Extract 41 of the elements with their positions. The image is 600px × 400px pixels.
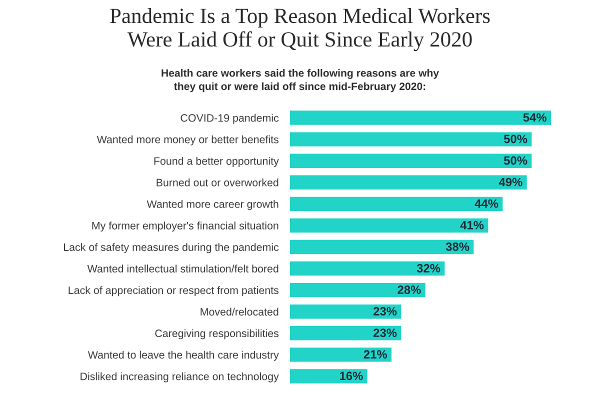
bar [290,196,503,212]
data-label: 50% [504,134,528,144]
y-tick-label: My former employer's financial situation [92,222,278,232]
y-tick-label: Wanted more career growth [146,200,278,210]
y-tick-label: Found a better opportunity [154,156,279,167]
data-label: 32% [416,264,440,272]
data-label: 16% [340,372,363,380]
bar [290,261,445,276]
bar [290,369,368,384]
data-label: 23% [374,328,397,338]
bar [290,154,532,168]
data-label: 54% [523,113,547,122]
y-tick-label: Wanted more money or better benefits [96,135,279,146]
data-label: 23% [374,307,397,316]
data-label: 44% [474,199,498,208]
y-tick-label: Wanted to leave the health care industry [88,350,279,361]
y-tick-label: Lack of appreciation or respect from patients [68,286,279,296]
y-tick-label: Burned out or overworked [156,178,278,186]
bar [290,348,392,362]
bar [290,282,426,298]
data-label: 49% [498,178,522,186]
bar [290,132,532,146]
y-tick-label: Lack of safety measures during the pandemic [64,243,279,254]
bar [290,110,551,125]
data-label: 28% [398,286,421,294]
chart-title: Pandemic Is a Top Reason Medical Workers Were Laid Off or Quit Since Early 2020 [110,8,490,52]
chart-subtitle: Health care workers said the following reasons are why they quit or were laid off since mid-February 2020: [162,69,439,92]
data-label: 41% [460,220,484,230]
bar [290,175,527,190]
data-label: 38% [446,242,470,251]
bar [290,218,488,233]
y-tick-label: Moved/relocated [200,308,278,316]
bar [290,240,474,254]
y-tick-label: Disliked increasing reliance on technology [80,372,279,382]
bar [290,326,402,340]
data-label: 21% [364,350,388,359]
y-tick-label: Wanted intellectual stimulation/felt bored [87,264,278,273]
data-label: 50% [504,156,528,165]
y-tick-label: COVID-19 pandemic [180,114,279,124]
bar [290,304,402,319]
y-tick-label: Caregiving responsibilities [155,329,279,340]
